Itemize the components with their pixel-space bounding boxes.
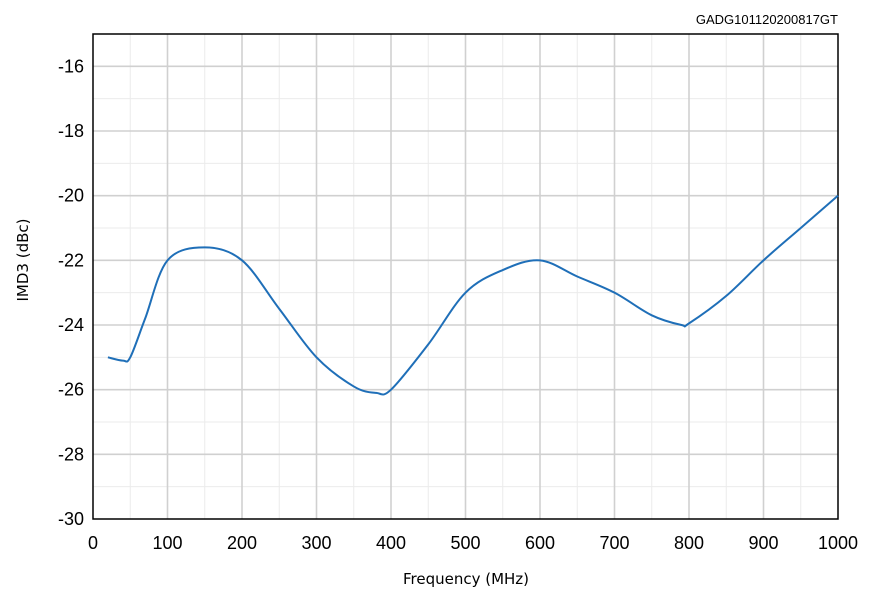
- y-tick-labels: -30 -28 -26 -24 -22 -20 -18 -16: [58, 56, 84, 529]
- y-axis-title: IMD3 (dBc): [14, 219, 32, 302]
- x-tick-label: 100: [152, 533, 182, 553]
- x-tick-label: 500: [450, 533, 480, 553]
- y-tick-label: -22: [58, 250, 84, 270]
- x-tick-labels: 0 100 200 300 400 500 600 700 800 900 1000: [88, 533, 858, 553]
- x-tick-label: 400: [376, 533, 406, 553]
- y-tick-label: -24: [58, 315, 84, 335]
- grid: [93, 34, 838, 519]
- x-tick-label: 900: [748, 533, 778, 553]
- figure-id-label: GADG101120200817GT: [696, 12, 838, 27]
- x-tick-label: 1000: [818, 533, 858, 553]
- y-tick-label: -20: [58, 186, 84, 206]
- x-tick-label: 800: [674, 533, 704, 553]
- plot-frame: [92, 33, 839, 520]
- y-tick-label: -26: [58, 380, 84, 400]
- x-tick-label: 700: [599, 533, 629, 553]
- x-tick-label: 300: [301, 533, 331, 553]
- x-tick-label: 0: [88, 533, 98, 553]
- y-tick-label: -28: [58, 444, 84, 464]
- x-axis-title: Frequency (MHz): [403, 570, 529, 588]
- series-line: [107, 194, 839, 396]
- y-tick-label: -30: [58, 509, 84, 529]
- y-tick-label: -18: [58, 121, 84, 141]
- x-tick-label: 600: [525, 533, 555, 553]
- x-tick-label: 200: [227, 533, 257, 553]
- y-tick-label: -16: [58, 56, 84, 76]
